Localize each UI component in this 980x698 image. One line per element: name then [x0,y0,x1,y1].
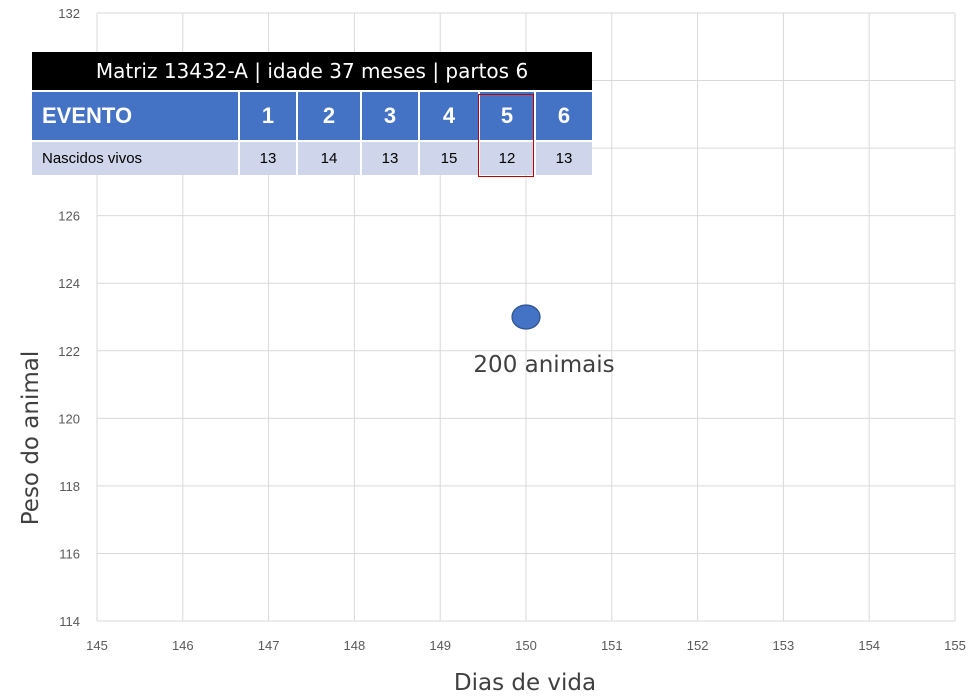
data-points: 200 animais [473,304,615,378]
header-event-6: 6 [534,90,592,141]
x-tick-label: 150 [515,638,537,653]
header-event-1: 1 [238,90,297,141]
header-evento: EVENTO [32,90,239,141]
header-event-4: 4 [418,90,479,141]
data-point [511,304,541,330]
row-label-nascidos-vivos: Nascidos vivos [32,140,239,175]
header-event-2: 2 [296,90,361,141]
x-axis-label: Dias de vida [454,670,596,696]
events-table: EVENTO 1 2 3 4 5 6 Nascidos vivos 13 14 … [32,90,592,175]
x-tick-label: 149 [429,638,451,653]
x-tick-label: 154 [858,638,880,653]
y-tick-label: 120 [58,411,80,426]
point-annotation: 200 animais [473,352,614,378]
header-event-3: 3 [360,90,419,141]
y-tick-label: 124 [58,276,80,291]
cell-event-5: 12 [478,140,535,175]
x-tick-label: 148 [344,638,366,653]
table-header-row: EVENTO 1 2 3 4 5 6 [32,90,592,141]
cell-event-1: 13 [238,140,297,175]
y-tick-label: 114 [59,614,80,629]
x-tick-label: 153 [773,638,795,653]
y-tick-label: 118 [59,479,80,494]
table-title: Matriz 13432-A | idade 37 meses | partos… [32,52,592,90]
x-tick-label: 151 [601,638,623,653]
y-axis-label: Peso do animal [18,351,44,526]
x-tick-label: 147 [258,638,280,653]
x-tick-label: 145 [86,638,108,653]
sow-info-table: Matriz 13432-A | idade 37 meses | partos… [32,52,592,177]
cell-event-4: 15 [418,140,479,175]
y-tick-label: 116 [59,546,80,561]
tick-labels: 1141161181201221241261281301321451461471… [58,6,966,653]
cell-event-2: 14 [296,140,361,175]
table-row: Nascidos vivos 13 14 13 15 12 13 [32,140,592,175]
x-tick-label: 155 [944,638,966,653]
y-tick-label: 132 [58,6,80,21]
header-event-5: 5 [478,90,535,141]
cell-event-6: 13 [534,140,592,175]
x-tick-label: 146 [172,638,194,653]
x-tick-label: 152 [687,638,709,653]
y-tick-label: 122 [58,344,80,359]
y-tick-label: 126 [58,209,80,224]
cell-event-3: 13 [360,140,419,175]
